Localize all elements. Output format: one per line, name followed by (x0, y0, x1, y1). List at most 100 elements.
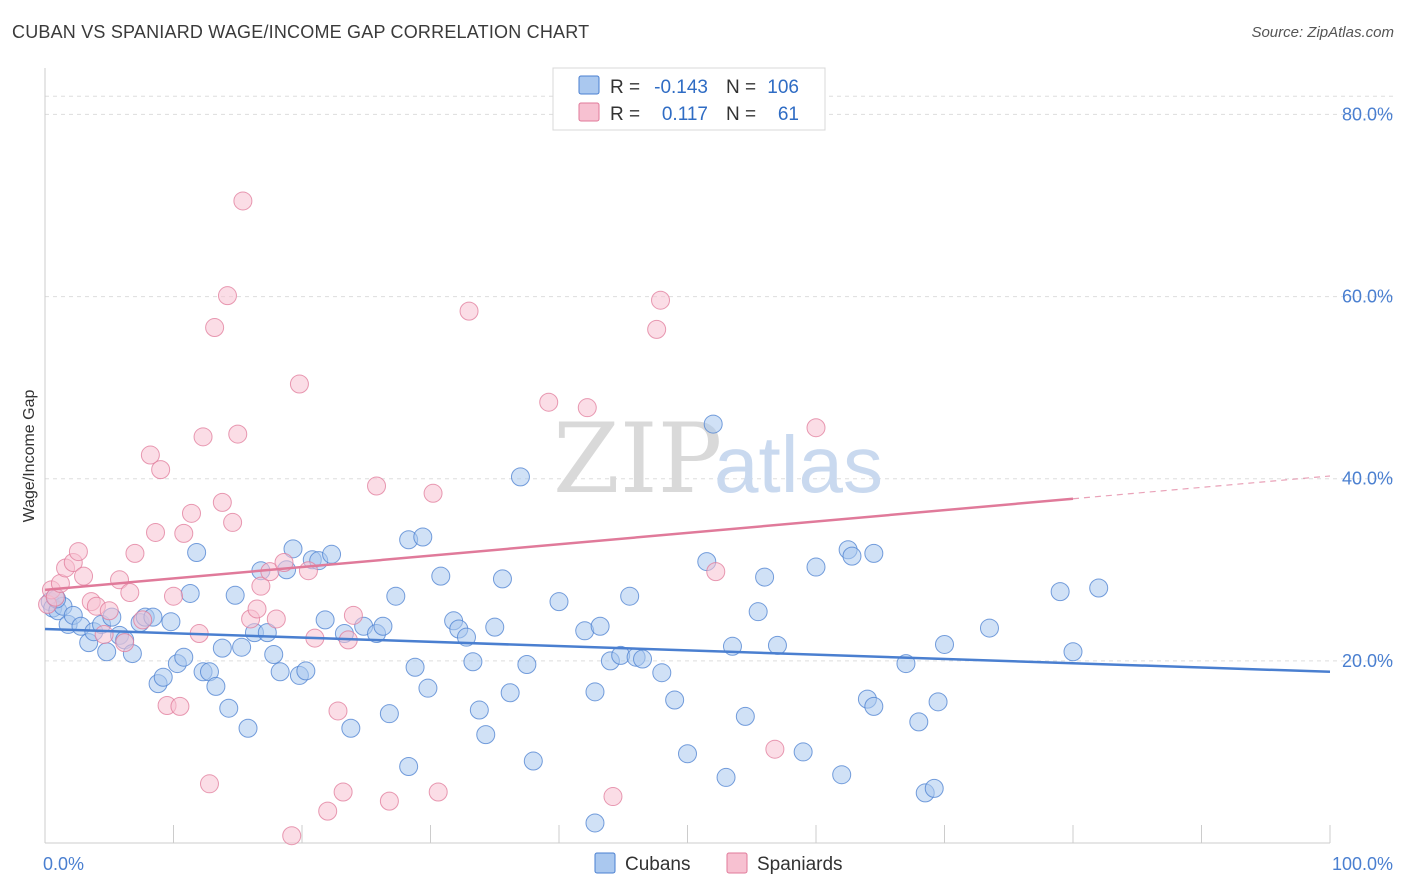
point-cubans-64 (469, 700, 489, 720)
trend-line-spaniards (44, 497, 1074, 592)
point-spaniards-11 (99, 601, 119, 621)
source-label: Source: ZipAtlas.com (1251, 24, 1394, 41)
legend-n-value-spaniards: 61 (778, 104, 799, 125)
data-points (38, 191, 1109, 846)
point-spaniards-55 (577, 398, 597, 418)
point-cubans-75 (590, 616, 610, 636)
point-cubans-28 (206, 676, 226, 696)
point-spaniards-53 (459, 301, 479, 321)
point-cubans-90 (755, 567, 775, 587)
point-cubans-21 (161, 612, 181, 632)
point-spaniards-28 (205, 318, 225, 338)
point-cubans-69 (510, 467, 530, 487)
point-spaniards-46 (333, 782, 353, 802)
point-cubans-31 (225, 585, 245, 605)
trend-line-cubans (44, 627, 1331, 674)
point-cubans-108 (1063, 642, 1083, 662)
point-spaniards-41 (289, 374, 309, 394)
point-cubans-70 (517, 655, 537, 674)
point-cubans-65 (476, 725, 496, 745)
point-spaniards-50 (379, 791, 399, 811)
point-cubans-85 (703, 414, 723, 434)
point-spaniards-54 (539, 392, 559, 412)
point-cubans-110 (585, 813, 605, 833)
chart-title: CUBAN VS SPANIARD WAGE/INCOME GAP CORREL… (12, 22, 590, 42)
point-cubans-82 (665, 690, 685, 710)
point-cubans-58 (418, 678, 438, 698)
point-cubans-72 (549, 592, 569, 612)
point-cubans-59 (431, 566, 451, 586)
point-cubans-29 (212, 638, 232, 658)
trend-line-extension-spaniards (1072, 475, 1331, 500)
point-cubans-67 (492, 569, 512, 589)
point-cubans-104 (928, 692, 948, 712)
point-cubans-96 (842, 546, 862, 566)
point-spaniards-44 (318, 801, 338, 821)
point-spaniards-7 (74, 566, 94, 586)
legend-r-label-spaniards: R = (610, 104, 640, 125)
legend-swatch-spaniards (578, 102, 600, 122)
point-cubans-91 (767, 635, 787, 655)
point-cubans-37 (264, 644, 284, 664)
point-spaniards-58 (651, 290, 671, 310)
point-cubans-103 (924, 778, 944, 798)
point-spaniards-29 (212, 492, 232, 512)
point-spaniards-48 (343, 605, 363, 625)
point-cubans-54 (399, 757, 419, 776)
point-cubans-53 (386, 586, 406, 606)
y-tick-label-40: 40.0% (1342, 469, 1393, 489)
point-spaniards-36 (251, 576, 271, 596)
point-cubans-32 (232, 637, 252, 657)
bottom-legend-label-cubans: Cubans (625, 854, 691, 875)
point-cubans-106 (979, 618, 999, 638)
point-cubans-89 (748, 602, 768, 622)
point-cubans-40 (283, 539, 303, 559)
point-cubans-99 (864, 696, 884, 716)
point-spaniards-16 (133, 610, 153, 630)
point-spaniards-21 (164, 586, 183, 606)
point-cubans-100 (896, 654, 916, 674)
point-spaniards-31 (223, 512, 243, 532)
point-cubans-80 (633, 649, 653, 669)
point-cubans-105 (935, 634, 954, 654)
bottom-legend-swatch-cubans (594, 852, 616, 874)
point-cubans-42 (296, 661, 316, 681)
point-spaniards-15 (125, 543, 145, 563)
point-cubans-33 (238, 718, 258, 738)
point-cubans-97 (864, 543, 884, 563)
point-spaniards-57 (647, 319, 667, 339)
point-spaniards-17 (140, 445, 160, 465)
point-spaniards-61 (806, 418, 826, 438)
x-ticks (173, 825, 1331, 843)
point-cubans-83 (678, 744, 697, 764)
point-spaniards-40 (282, 826, 302, 846)
point-spaniards-27 (199, 774, 219, 794)
point-spaniards-51 (423, 483, 443, 503)
point-spaniards-22 (170, 696, 190, 716)
point-cubans-88 (735, 706, 755, 726)
point-spaniards-24 (181, 503, 201, 523)
point-cubans-109 (1089, 578, 1109, 598)
x-tick-label-min: 0.0% (43, 854, 84, 874)
point-spaniards-30 (217, 286, 237, 306)
point-cubans-74 (585, 682, 605, 702)
point-spaniards-32 (228, 424, 248, 444)
point-spaniards-56 (603, 787, 623, 807)
point-cubans-55 (405, 657, 425, 677)
point-spaniards-14 (120, 583, 140, 603)
point-spaniards-18 (146, 522, 166, 542)
bottom-legend-swatch-spaniards (726, 852, 748, 874)
point-spaniards-13 (115, 633, 135, 653)
point-cubans-101 (909, 712, 929, 732)
point-cubans-52 (379, 704, 399, 724)
point-cubans-81 (652, 663, 672, 683)
y-axis-label: Wage/Income Gap (21, 390, 38, 523)
y-tick-label-60: 60.0% (1342, 287, 1393, 307)
point-spaniards-10 (94, 624, 114, 644)
point-spaniards-6 (68, 542, 88, 562)
watermark: ZIP atlas (553, 403, 883, 515)
point-spaniards-19 (151, 460, 171, 480)
legend-box: R = -0.143 N = 106 R = 0.117 N = 61 (552, 67, 826, 131)
point-spaniards-60 (765, 739, 785, 759)
